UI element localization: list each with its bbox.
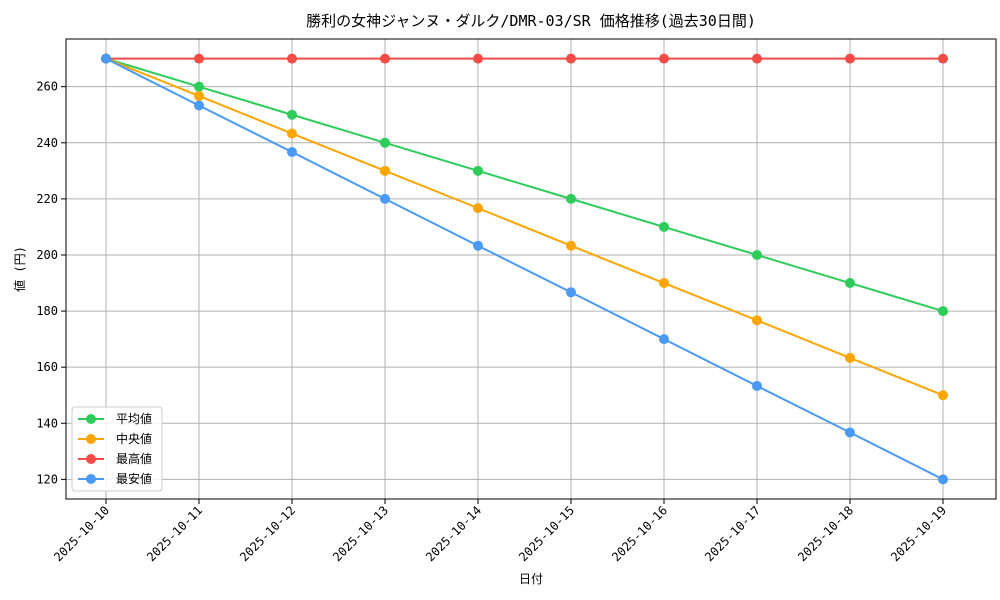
plot-area-frame xyxy=(65,38,997,500)
data-point xyxy=(938,474,948,485)
legend-item: 最安値 xyxy=(78,471,152,486)
data-point xyxy=(566,53,576,64)
series-1 xyxy=(101,53,948,317)
legend-marker xyxy=(86,454,96,464)
data-point xyxy=(566,240,576,251)
series-3 xyxy=(101,53,948,64)
data-point xyxy=(659,278,669,289)
series-line xyxy=(105,57,944,313)
legend-marker xyxy=(86,414,96,424)
data-point xyxy=(752,315,762,326)
data-point xyxy=(194,100,204,111)
y-tick-label: 240 xyxy=(36,136,58,150)
data-point xyxy=(473,165,483,176)
legend-box xyxy=(71,406,163,492)
data-point xyxy=(380,165,390,176)
data-point xyxy=(287,147,297,158)
legend-marker xyxy=(86,474,96,484)
legend-item: 最高値 xyxy=(78,451,152,466)
data-point xyxy=(752,249,762,260)
legend-item: 平均値 xyxy=(78,411,152,426)
series-layer xyxy=(101,53,948,485)
data-point xyxy=(938,390,948,401)
legend-label: 最高値 xyxy=(116,451,152,466)
data-point xyxy=(752,53,762,64)
data-point xyxy=(566,193,576,204)
legend-marker xyxy=(86,434,96,444)
data-point xyxy=(845,427,855,438)
data-point xyxy=(845,278,855,289)
y-tick-label: 260 xyxy=(36,80,58,94)
legend-label: 中央値 xyxy=(116,431,152,446)
data-point xyxy=(473,53,483,64)
data-point xyxy=(659,53,669,64)
series-line xyxy=(105,57,944,397)
series-line xyxy=(105,57,944,481)
data-point xyxy=(752,380,762,391)
data-point xyxy=(287,53,297,64)
data-point xyxy=(473,203,483,214)
y-tick-label: 120 xyxy=(36,472,58,486)
chart-title: 勝利の女神ジャンヌ・ダルク/DMR-03/SR 価格推移(過去30日間) xyxy=(306,12,756,30)
y-tick-label: 160 xyxy=(36,360,58,374)
y-tick-label: 140 xyxy=(36,416,58,430)
legend-label: 平均値 xyxy=(116,411,152,426)
x-axis-label: 日付 xyxy=(519,572,543,586)
data-point xyxy=(380,53,390,64)
data-point xyxy=(938,306,948,317)
data-point xyxy=(101,53,111,64)
data-point xyxy=(845,352,855,363)
data-point xyxy=(566,287,576,298)
data-point xyxy=(380,193,390,204)
data-point xyxy=(287,109,297,120)
data-point xyxy=(845,53,855,64)
legend-label: 最安値 xyxy=(116,471,152,486)
y-tick-label: 180 xyxy=(36,304,58,318)
data-point xyxy=(194,53,204,64)
data-point xyxy=(194,90,204,101)
data-point xyxy=(194,81,204,92)
y-tick-label: 200 xyxy=(36,248,58,262)
data-point xyxy=(659,334,669,345)
series-4 xyxy=(101,53,948,485)
data-point xyxy=(380,137,390,148)
data-point xyxy=(473,240,483,251)
data-point xyxy=(287,128,297,139)
data-point xyxy=(659,221,669,232)
data-point xyxy=(938,53,948,64)
y-axis-label: 値 (円) xyxy=(12,246,27,292)
y-tick-label: 220 xyxy=(36,192,58,206)
legend-item: 中央値 xyxy=(78,431,152,446)
